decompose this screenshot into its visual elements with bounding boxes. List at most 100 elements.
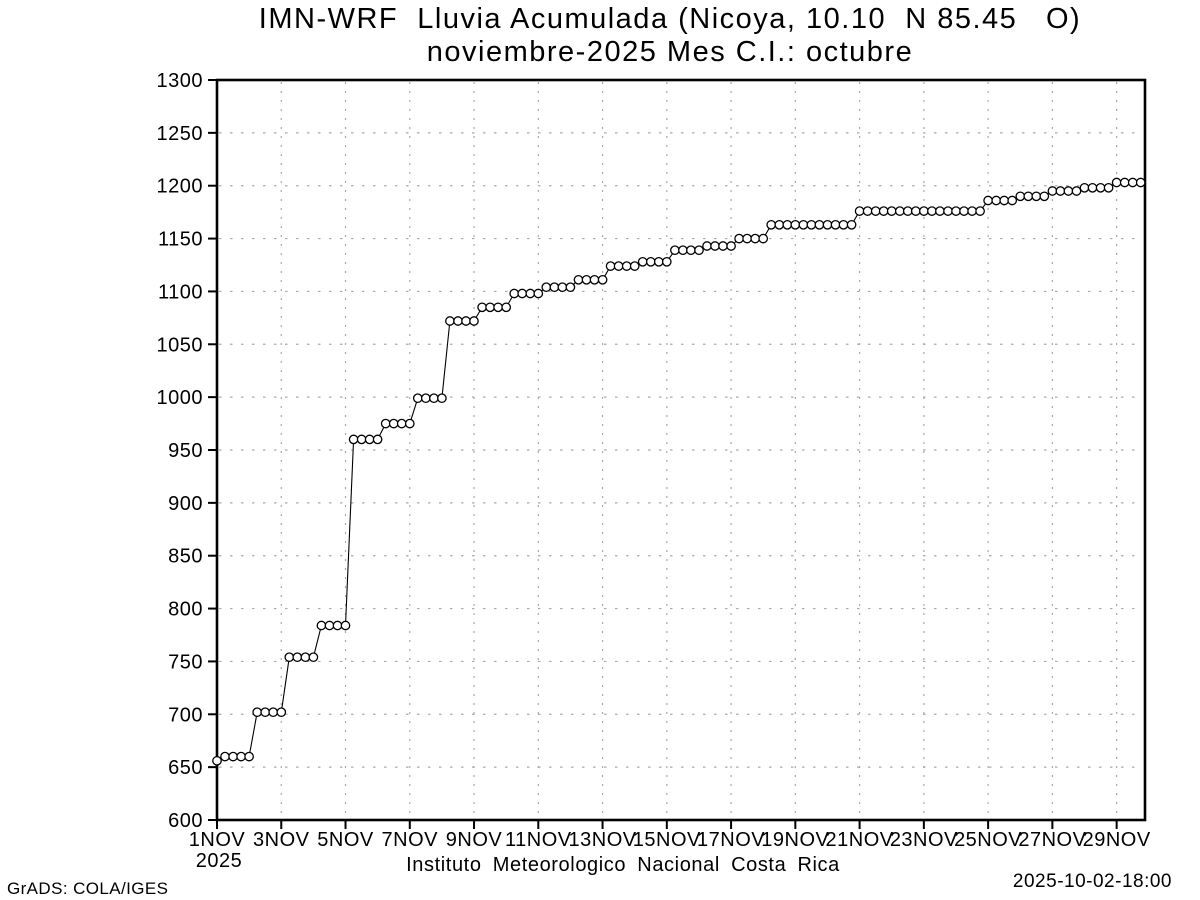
- data-point-marker: [517, 288, 528, 299]
- rainfall-line: [216, 181, 1141, 762]
- data-point-marker: [1095, 182, 1106, 193]
- data-point-marker: [902, 206, 913, 216]
- data-point-marker: [1015, 191, 1026, 202]
- data-point-marker: [1079, 182, 1090, 193]
- data-point-marker: [1039, 191, 1050, 202]
- data-point-marker: [951, 206, 961, 216]
- y-tick-label: 1200: [157, 176, 204, 198]
- data-point-marker: [910, 206, 921, 216]
- data-point-marker: [694, 245, 704, 256]
- y-tick-label: 900: [168, 493, 203, 515]
- y-tick-label: 750: [168, 651, 203, 673]
- data-point-marker: [292, 652, 303, 663]
- data-point-marker: [589, 274, 600, 285]
- x-tick-label: 19NOV: [761, 829, 829, 851]
- data-point-marker: [533, 288, 544, 299]
- data-point-marker: [412, 393, 423, 404]
- data-point-marker: [790, 219, 801, 230]
- data-point-marker: [814, 219, 825, 230]
- x-tick-label: 5NOV: [317, 829, 374, 851]
- x-tick-label: 23NOV: [890, 829, 958, 851]
- x-tick-label: 1NOV: [189, 829, 246, 851]
- data-point-marker: [838, 219, 849, 230]
- data-point-marker: [372, 434, 383, 445]
- data-point-marker: [718, 241, 728, 251]
- chart-title-line2: noviembre-2025 Mes C.I.: octubre: [426, 36, 914, 68]
- x-tick-label: 27NOV: [1018, 829, 1086, 851]
- data-point-marker: [605, 261, 616, 271]
- data-point-marker: [975, 206, 985, 216]
- data-point-marker: [380, 418, 391, 429]
- data-point-marker: [661, 256, 672, 267]
- data-point-marker: [1023, 191, 1034, 202]
- data-point-marker: [846, 219, 857, 230]
- data-point-marker: [268, 707, 279, 718]
- data-point-marker: [774, 219, 785, 230]
- data-point-marker: [870, 206, 881, 216]
- data-point-marker: [597, 274, 608, 285]
- x-axis-year-label: 2025: [196, 850, 243, 872]
- run-timestamp-label: 2025-10-02-18:00: [1012, 871, 1172, 892]
- data-point-marker: [549, 282, 560, 293]
- data-point-marker: [734, 233, 744, 244]
- y-tick-label: 950: [168, 440, 203, 462]
- data-point-marker: [260, 707, 271, 718]
- data-point-marker: [991, 195, 1002, 206]
- data-point-marker: [388, 418, 399, 429]
- data-point-marker: [758, 233, 769, 244]
- data-point-marker: [316, 620, 327, 631]
- data-point-marker: [453, 316, 463, 326]
- data-point-marker: [340, 620, 351, 631]
- y-tick-label: 650: [168, 757, 203, 779]
- data-point-marker: [670, 245, 680, 256]
- data-point-marker: [1135, 177, 1146, 188]
- data-point-marker: [943, 206, 953, 216]
- x-tick-label: 29NOV: [1083, 829, 1151, 851]
- data-point-marker: [798, 219, 809, 230]
- data-point-marker: [356, 434, 367, 445]
- data-point-marker: [212, 755, 222, 766]
- data-point-marker: [348, 434, 359, 445]
- data-point-marker: [862, 206, 873, 216]
- data-point-marker: [252, 707, 263, 718]
- data-point-marker: [420, 393, 431, 404]
- data-point-marker: [477, 302, 487, 313]
- data-point-marker: [927, 206, 937, 216]
- data-point-marker: [324, 620, 335, 631]
- y-tick-label: 1250: [157, 123, 204, 145]
- data-point-marker: [541, 282, 552, 293]
- data-point-marker: [637, 256, 648, 267]
- data-point-marker: [244, 751, 254, 762]
- data-point-marker: [935, 206, 945, 216]
- data-point-marker: [999, 195, 1010, 206]
- data-point-marker: [284, 652, 295, 663]
- data-point-marker: [429, 393, 439, 404]
- data-point-marker: [702, 241, 712, 251]
- data-point-marker: [742, 233, 752, 244]
- y-tick-label: 850: [168, 546, 203, 568]
- data-point-marker: [967, 206, 977, 216]
- y-tick-label: 1300: [157, 70, 204, 92]
- data-point-marker: [1087, 182, 1098, 193]
- data-point-marker: [959, 206, 969, 216]
- data-point-marker: [1111, 177, 1122, 188]
- data-point-marker: [621, 261, 632, 271]
- data-point-marker: [830, 219, 841, 230]
- data-point-marker: [1055, 186, 1066, 196]
- x-tick-label: 15NOV: [633, 829, 701, 851]
- y-tick-label: 1100: [158, 281, 203, 303]
- data-point-marker: [501, 302, 512, 313]
- data-point-marker: [404, 418, 415, 429]
- data-point-marker: [613, 261, 624, 271]
- data-point-marker: [509, 288, 520, 299]
- y-tick-label: 1000: [157, 387, 204, 409]
- chart-title-block: IMN-WRF Lluvia Acumulada (Nicoya, 10.10 …: [150, 3, 1190, 69]
- data-point-marker: [822, 219, 833, 230]
- data-point-marker: [1063, 186, 1074, 196]
- data-point-marker: [1103, 182, 1114, 193]
- data-point-marker: [1007, 195, 1018, 206]
- data-point-marker: [557, 282, 568, 293]
- data-point-marker: [653, 256, 664, 267]
